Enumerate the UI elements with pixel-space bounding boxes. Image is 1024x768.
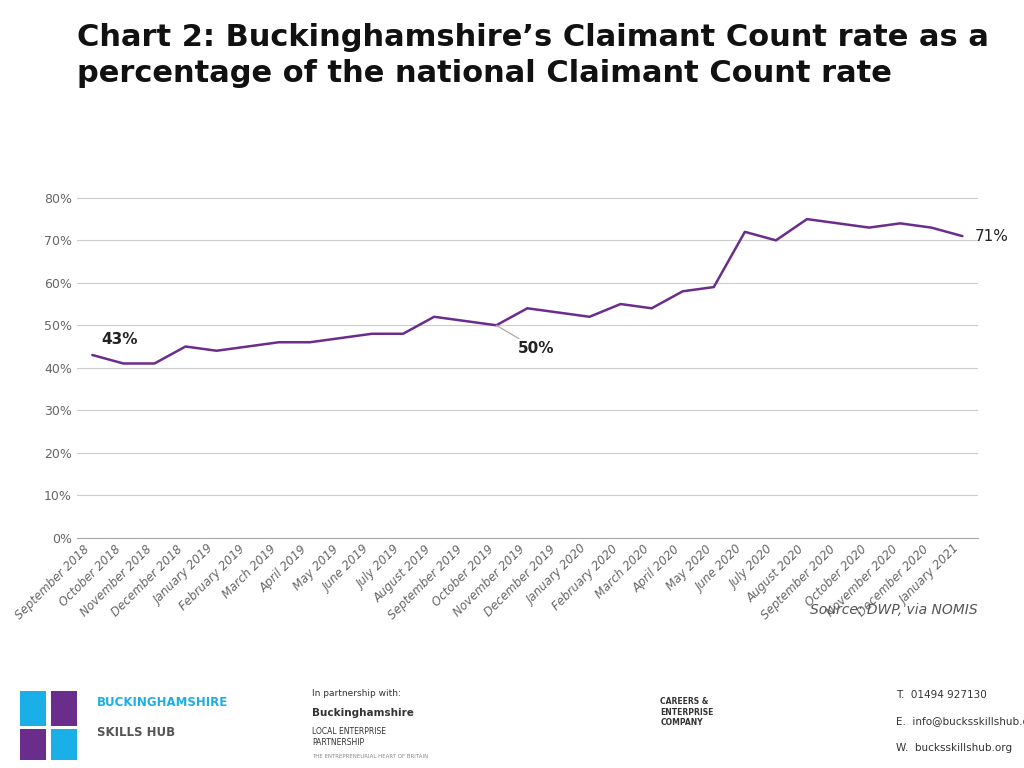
Bar	[51, 691, 77, 726]
Bar	[20, 730, 46, 760]
Text: 71%: 71%	[975, 229, 1009, 243]
Text: CAREERS &
ENTERPRISE
COMPANY: CAREERS & ENTERPRISE COMPANY	[660, 697, 714, 727]
Bar	[20, 691, 46, 726]
Text: Source: DWP, via NOMIS: Source: DWP, via NOMIS	[810, 603, 978, 617]
Text: E.  info@bucksskillshub.org: E. info@bucksskillshub.org	[896, 717, 1024, 727]
Text: BUCKINGHAMSHIRE: BUCKINGHAMSHIRE	[97, 696, 228, 709]
Text: 43%: 43%	[101, 332, 138, 346]
Text: T.  01494 927130: T. 01494 927130	[896, 690, 987, 700]
Bar	[51, 730, 77, 760]
Text: THE ENTREPRENEURIAL HEART OF BRITAIN: THE ENTREPRENEURIAL HEART OF BRITAIN	[312, 754, 429, 759]
Text: SKILLS HUB: SKILLS HUB	[97, 726, 175, 739]
Text: W.  bucksskillshub.org: W. bucksskillshub.org	[896, 743, 1012, 753]
Text: Chart 2: Buckinghamshire’s Claimant Count rate as a
percentage of the national C: Chart 2: Buckinghamshire’s Claimant Coun…	[77, 23, 989, 88]
Text: In partnership with:: In partnership with:	[312, 688, 401, 697]
Text: Buckinghamshire: Buckinghamshire	[312, 708, 414, 718]
Text: 50%: 50%	[497, 326, 555, 356]
Text: LOCAL ENTERPRISE
PARTNERSHIP: LOCAL ENTERPRISE PARTNERSHIP	[312, 727, 386, 746]
